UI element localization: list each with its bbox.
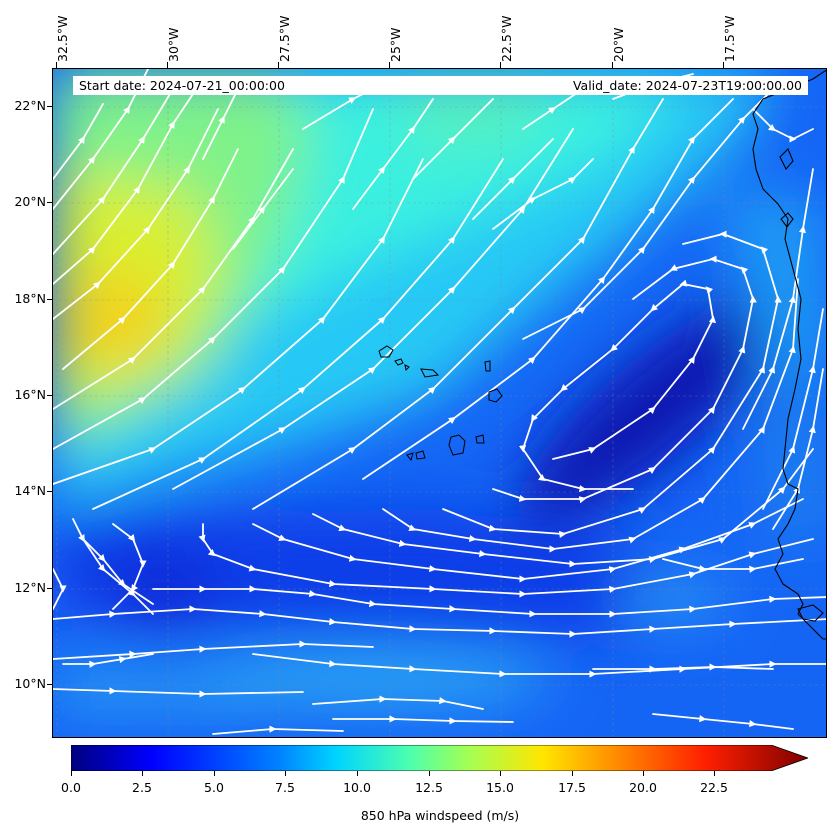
lat-label-22n: 22°N: [14, 98, 46, 113]
lon-label-22.5w: 22.5°W: [499, 15, 514, 62]
lat-label-16n: 16°N: [14, 387, 46, 402]
colorbar-tickmark: [500, 771, 501, 776]
lon-label-25w: 25°W: [388, 27, 403, 62]
lat-tickmark: [47, 588, 52, 589]
lat-tickmark: [47, 202, 52, 203]
colorbar-tickmark: [714, 771, 715, 776]
lat-tickmark: [47, 395, 52, 396]
colorbar-label: 850 hPa windspeed (m/s): [360, 808, 520, 823]
lon-tickmark: [612, 62, 613, 68]
colorbar-tickmark: [643, 771, 644, 776]
colorbar-tick-label: 20.0: [629, 780, 657, 795]
lon-tickmark: [167, 62, 168, 68]
lon-label-32.5w: 32.5°W: [55, 15, 70, 62]
lon-label-27.5w: 27.5°W: [277, 15, 292, 62]
lat-label-10n: 10°N: [14, 676, 46, 691]
lat-tickmark: [47, 491, 52, 492]
lon-label-30w: 30°W: [166, 27, 181, 62]
colorbar-tickmark: [572, 771, 573, 776]
colorbar-tickmark: [429, 771, 430, 776]
colorbar-tick-label: 0.0: [61, 780, 81, 795]
colorbar-tickmark: [142, 771, 143, 776]
lat-label-12n: 12°N: [14, 580, 46, 595]
lon-tickmark: [278, 62, 279, 68]
lon-label-17.5w: 17.5°W: [722, 15, 737, 62]
lat-tickmark: [47, 106, 52, 107]
colorbar-tickmark: [214, 771, 215, 776]
lon-tickmark: [56, 62, 57, 68]
streamlines: [53, 69, 826, 735]
colorbar-tick-label: 22.5: [700, 780, 728, 795]
colorbar-tickmark: [357, 771, 358, 776]
lat-label-14n: 14°N: [14, 483, 46, 498]
island-outlines: [378, 345, 503, 462]
colorbar-tick-label: 17.5: [558, 780, 586, 795]
lon-tickmark: [723, 62, 724, 68]
colorbar-tick-label: 7.5: [275, 780, 295, 795]
windspeed-field: [53, 69, 826, 737]
wind-map-svg: [53, 69, 826, 737]
colorbar: [71, 745, 808, 771]
lon-label-20w: 20°W: [611, 27, 626, 62]
colorbar-tickmark: [285, 771, 286, 776]
african-coastline: [752, 69, 826, 640]
lat-label-18n: 18°N: [14, 291, 46, 306]
lat-tickmark: [47, 684, 52, 685]
colorbar-tick-label: 10.0: [343, 780, 371, 795]
colorbar-tick-label: 5.0: [204, 780, 224, 795]
start-date-label: Start date: 2024-07-21_00:00:00: [73, 76, 538, 95]
colorbar-tick-label: 2.5: [132, 780, 152, 795]
colorbar-tickmark: [71, 771, 72, 776]
colorbar-tick-label: 12.5: [415, 780, 443, 795]
lat-tickmark: [47, 299, 52, 300]
wind-map[interactable]: [52, 68, 827, 738]
colorbar-tick-label: 15.0: [486, 780, 514, 795]
lon-tickmark: [500, 62, 501, 68]
lon-tickmark: [389, 62, 390, 68]
valid-date-label: Valid_date: 2024-07-23T19:00:00.00: [538, 76, 808, 95]
lat-label-20n: 20°N: [14, 194, 46, 209]
